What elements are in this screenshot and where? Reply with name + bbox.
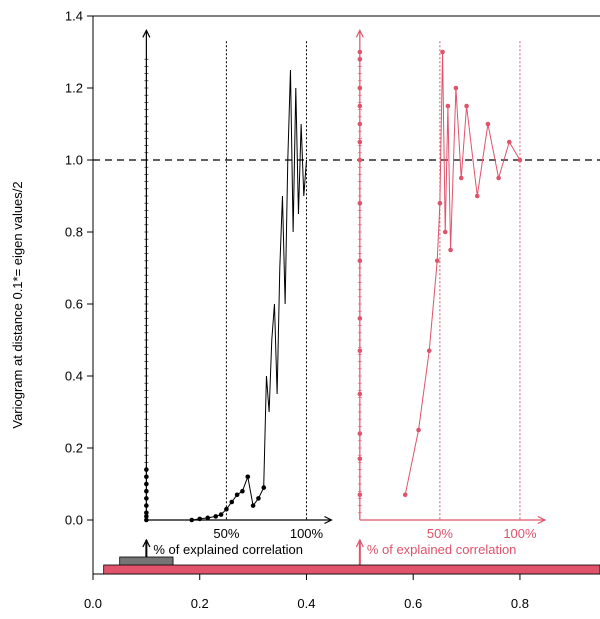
y-tick-label: 1.4 [65, 9, 83, 24]
y-tick-label: 1.2 [65, 81, 83, 96]
explained-correlation-label: % of explained correlation [153, 542, 303, 557]
axis-point [357, 316, 363, 321]
plot-frame [92, 15, 600, 575]
series-point [197, 516, 203, 522]
axis-point [357, 56, 363, 62]
series-point [256, 496, 261, 501]
series-point [144, 496, 149, 501]
series-line [191, 69, 307, 521]
bottom-bars [103, 556, 600, 575]
x-tick-label: 0.2 [191, 596, 209, 611]
percent-label: 50% [427, 526, 453, 541]
axis-point [357, 85, 363, 91]
y-tick-label: 0.4 [65, 369, 83, 384]
series-point [485, 121, 491, 127]
series-point [261, 485, 267, 490]
series-point [144, 474, 149, 480]
series-point [506, 139, 512, 145]
series-point [437, 200, 443, 206]
axis-point [357, 348, 363, 354]
series-point [218, 512, 224, 517]
axis-point [357, 391, 363, 397]
y-tick-label: 1.0 [65, 153, 83, 168]
series-point [213, 514, 219, 519]
series-point [234, 492, 240, 498]
series-point [144, 514, 149, 519]
series-point [442, 229, 448, 235]
axis-point [357, 456, 363, 462]
series-point [144, 510, 149, 516]
arrow-head [142, 29, 151, 38]
series-point [245, 474, 251, 480]
series-point [250, 503, 256, 508]
axis-point [357, 49, 363, 55]
x-tick-label: 0.6 [404, 596, 422, 611]
panel-red: 50% 100%% of explained correlation [355, 29, 547, 574]
axis-point [357, 139, 363, 145]
series-point [144, 517, 149, 523]
percent-label: 100% [503, 526, 537, 541]
percent-label: 50% [213, 526, 239, 541]
series-point [189, 517, 195, 523]
y-axis: 0.0 0.2 0.4 0.6 0.8 1.0 1.2 1.4 [65, 9, 93, 528]
series-point [144, 467, 149, 472]
arrow-head [142, 538, 151, 548]
axis-point [357, 492, 363, 498]
series-point [402, 492, 408, 498]
series-point [229, 499, 235, 505]
percent-label: 100% [290, 526, 324, 541]
arrow-head [324, 515, 333, 525]
arrow-head [355, 29, 364, 38]
series-point [517, 157, 523, 163]
series-point [434, 258, 440, 264]
series-point [144, 481, 149, 487]
explained-correlation-label: % of explained correlation [367, 542, 517, 557]
series-point [440, 49, 445, 55]
series-point [224, 506, 229, 512]
y-tick-label: 0.8 [65, 225, 83, 240]
series-point [464, 103, 469, 109]
series-point [474, 193, 480, 199]
arrow-head [537, 515, 547, 525]
y-tick-label: 0.2 [65, 441, 83, 456]
series-point [205, 515, 211, 521]
axis-point [357, 431, 363, 436]
axis-point [357, 157, 363, 163]
x-tick-label: 0.8 [511, 596, 529, 611]
series-point [448, 247, 453, 253]
axis-point [357, 258, 363, 264]
y-tick-label: 0.0 [65, 513, 83, 528]
arrow-head [355, 538, 364, 548]
series-point [144, 503, 149, 508]
x-tick-label: 0.0 [84, 596, 102, 611]
x-axis: 0.0 0.2 0.4 0.6 0.8 [84, 574, 529, 611]
x-tick-label: 0.4 [297, 596, 315, 611]
panel-black: 50% 100%% of explained correlation [142, 29, 333, 574]
series-point [496, 175, 501, 181]
series-point [416, 427, 421, 433]
series-point [144, 488, 149, 494]
y-tick-label: 0.6 [65, 297, 83, 312]
series-point [426, 348, 432, 354]
series-point [445, 103, 451, 109]
y-axis-label: Variogram at distance 0.1*= eigen values… [10, 181, 25, 428]
bottom-bar-red [103, 564, 600, 575]
axis-point [357, 121, 363, 127]
axis-point [357, 103, 363, 109]
series-point [453, 85, 459, 91]
series-point [240, 488, 245, 494]
series-line [404, 51, 521, 495]
axis-point [357, 200, 363, 206]
series-point [458, 175, 464, 181]
